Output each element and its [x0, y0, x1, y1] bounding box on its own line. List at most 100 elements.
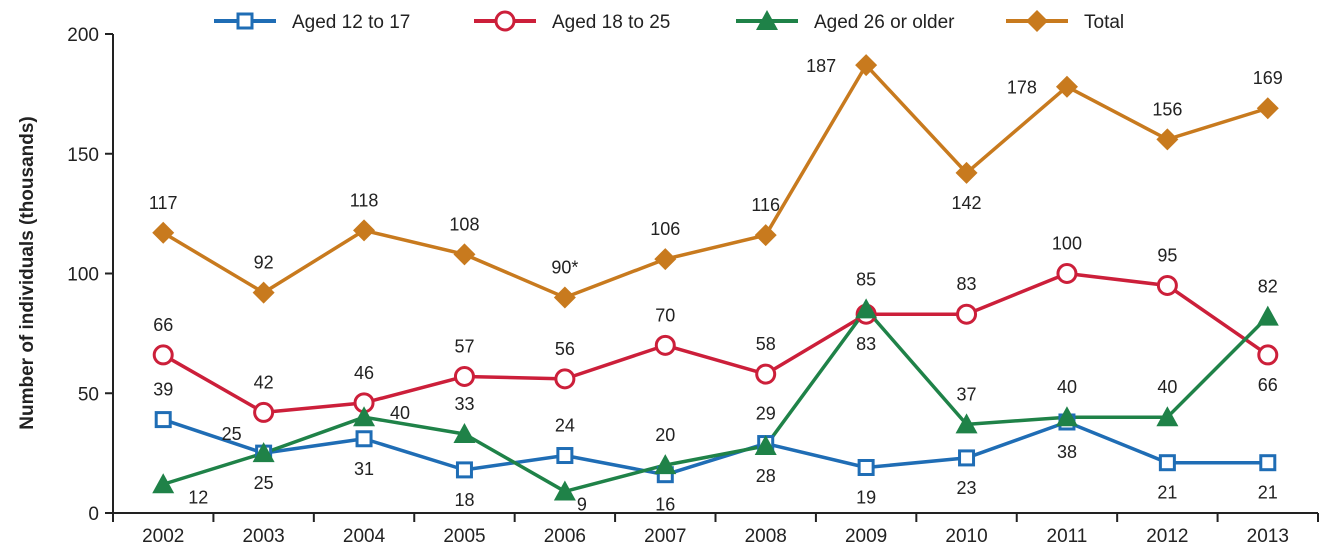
x-tick-label: 2005	[443, 526, 485, 547]
data-point	[654, 334, 676, 356]
data-label: 31	[354, 459, 374, 479]
data-point	[455, 461, 473, 479]
data-point	[956, 303, 978, 325]
data-label: 90*	[551, 257, 578, 277]
data-label: 57	[454, 336, 474, 356]
y-tick-label: 100	[67, 265, 99, 286]
legend-marker	[1026, 10, 1048, 32]
data-label: 82	[1258, 277, 1278, 297]
data-point	[152, 344, 174, 366]
data-label: 117	[149, 193, 178, 213]
legend-marker	[756, 10, 778, 30]
data-point	[1156, 406, 1179, 427]
y-tick-label: 0	[88, 504, 99, 525]
data-label: 92	[254, 253, 274, 273]
x-tick-label: 2004	[343, 526, 386, 547]
data-label: 58	[756, 334, 776, 354]
data-label: 12	[188, 487, 208, 507]
data-point	[1259, 454, 1277, 472]
data-label: 116	[751, 195, 780, 215]
data-point	[553, 480, 576, 501]
y-tick-label: 50	[78, 384, 99, 405]
data-label: 38	[1057, 442, 1077, 462]
data-label: 108	[449, 214, 479, 234]
data-point	[1158, 454, 1176, 472]
x-tick-label: 2002	[142, 526, 184, 547]
data-point	[754, 224, 777, 247]
x-tick-label: 2012	[1146, 526, 1188, 547]
x-tick-label: 2006	[544, 526, 586, 547]
data-label: 40	[390, 403, 410, 423]
data-label: 16	[655, 495, 675, 515]
data-point	[252, 281, 275, 304]
data-label: 19	[856, 487, 876, 507]
data-point	[855, 54, 878, 77]
data-label: 39	[153, 380, 173, 400]
series-line	[162, 307, 1270, 494]
data-point	[754, 434, 777, 455]
legend-label: Aged 12 to 17	[292, 12, 410, 33]
data-label: 20	[655, 425, 675, 445]
x-tick-label: 2003	[242, 526, 284, 547]
data-point	[857, 458, 875, 476]
data-label: 23	[957, 478, 977, 498]
x-tick-label: 2008	[745, 526, 787, 547]
data-label: 28	[756, 466, 776, 486]
legend-label: Aged 26 or older	[814, 12, 955, 33]
data-point	[654, 248, 677, 271]
legend-marker	[236, 12, 254, 30]
legend-label: Total	[1084, 12, 1124, 33]
x-tick-label: 2011	[1047, 526, 1088, 547]
data-labels: 39 25 31 18 24 16 29 19 23 38 21 21 66 42 46 57 56 70 58 83…	[149, 56, 1283, 515]
data-point	[453, 243, 476, 266]
data-label: 37	[957, 384, 977, 404]
data-label: 70	[655, 305, 675, 325]
data-point	[955, 161, 978, 184]
data-label: 66	[1258, 375, 1278, 395]
data-point	[1056, 263, 1078, 284]
series-line	[162, 63, 1269, 300]
data-label: 66	[153, 315, 173, 335]
data-label: 106	[650, 219, 680, 239]
data-point	[554, 368, 576, 390]
data-label: 40	[1157, 377, 1177, 397]
data-point	[556, 447, 574, 465]
data-point	[453, 365, 475, 387]
data-label: 56	[555, 339, 575, 359]
series-line	[162, 417, 1268, 477]
data-label: 169	[1253, 68, 1283, 88]
data-point	[755, 363, 777, 385]
data-point	[1055, 406, 1078, 427]
data-point	[958, 449, 976, 467]
data-label: 25	[254, 473, 274, 493]
data-point	[1156, 128, 1179, 151]
data-label: 178	[1007, 78, 1037, 98]
data-label: 40	[1057, 377, 1077, 397]
data-point	[154, 411, 172, 429]
data-point	[353, 406, 376, 427]
data-point	[654, 454, 677, 475]
data-label: 21	[1258, 483, 1278, 503]
data-label: 21	[1157, 483, 1177, 503]
y-axis-title: Number of individuals (thousands)	[17, 116, 38, 430]
data-label: 142	[952, 193, 982, 213]
x-tick-label: 2010	[945, 526, 987, 547]
data-label: 29	[756, 404, 776, 424]
data-point	[353, 219, 376, 242]
x-tick-label: 2007	[644, 526, 686, 547]
data-label: 33	[454, 394, 474, 414]
series-line	[162, 271, 1269, 415]
data-label: 46	[354, 363, 374, 383]
data-label: 9	[577, 494, 587, 514]
data-point	[1055, 75, 1078, 98]
legend-label: Aged 18 to 25	[552, 12, 670, 33]
data-point	[1256, 97, 1279, 120]
data-point	[855, 298, 878, 319]
series-lines	[162, 63, 1270, 494]
y-tick-label: 200	[67, 25, 99, 46]
series-markers	[152, 54, 1279, 501]
axes: 0 50 100 150 200 2002 2003 2004 2005 2006 2007 2008…	[67, 25, 1319, 547]
data-label: 83	[957, 274, 977, 294]
data-label: 156	[1152, 99, 1182, 119]
